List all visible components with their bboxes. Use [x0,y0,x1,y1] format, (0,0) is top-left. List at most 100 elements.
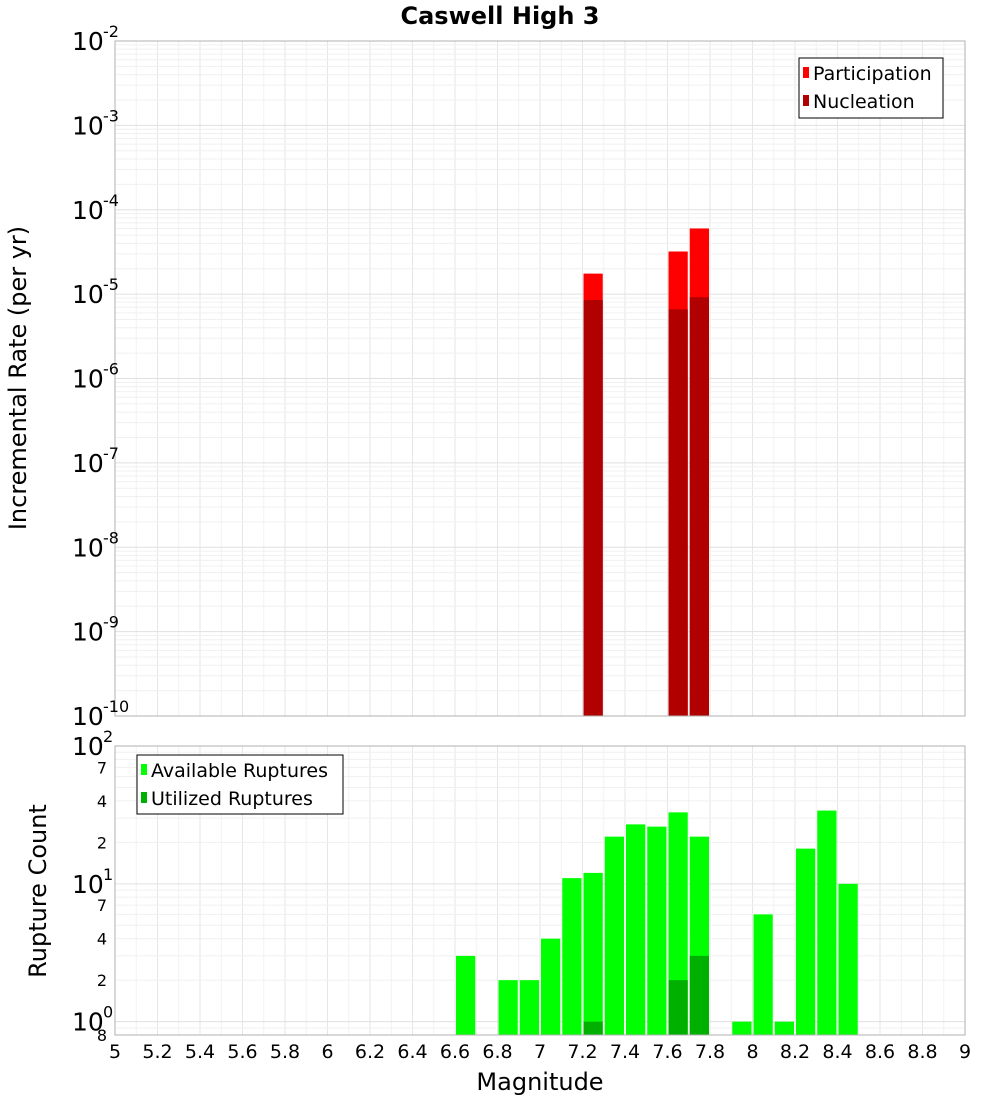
x-tick-label: 6.2 [355,1041,385,1063]
rate-y-tick: 10 -9 [72,613,119,647]
count-bar [817,810,837,1035]
count-legend-box [136,754,344,815]
count-bar [689,955,709,1035]
rate-y-tick-base: 10 [72,618,104,647]
rate-y-tick: 10 -6 [72,360,119,394]
count-bar [562,878,582,1035]
x-tick-label: 8.6 [865,1041,895,1063]
count-bar [796,848,816,1035]
rate-y-tick: 10 -3 [72,106,119,140]
rate-y-tick-base: 10 [72,111,104,140]
count-bar [753,914,773,1035]
count-bar [838,883,858,1035]
rate-grid [114,40,966,717]
rate-plot-border [114,40,966,717]
count-y-tick-base: 10 [72,1008,104,1037]
rate-legend: Participation Nucleation [798,57,944,119]
count-bar [604,836,624,1035]
x-tick-label: 6.6 [440,1041,470,1063]
legend-label-utilized: Utilized Ruptures [151,788,313,810]
rate-y-tick-exponent: -9 [103,613,119,632]
rate-y-tick: 10 -8 [72,528,119,562]
count-bar [519,980,539,1035]
rate-y-tick-exponent: -7 [103,444,119,463]
x-axis-label: Magnitude [476,1068,603,1096]
rate-bars [583,228,709,716]
count-bar [668,980,688,1035]
x-tick-label: 6.8 [482,1041,512,1063]
count-bar [541,938,561,1035]
rate-y-tick-base: 10 [72,280,104,309]
count-bars [456,810,858,1035]
count-bar [668,812,688,1035]
count-y-tick-exponent: 0 [103,1003,113,1022]
legend-swatch-nucleation [803,95,809,106]
legend-swatch-available [141,764,147,775]
chart-title: Caswell High 3 [401,2,600,30]
x-tick-label: 7.2 [567,1041,597,1063]
count-y-minor-tick-label: 4 [97,792,107,811]
rate-y-tick-exponent: -8 [103,528,119,547]
count-bar [647,826,667,1035]
x-tick-label: 5.4 [185,1041,215,1063]
rate-bar [668,309,688,716]
rate-y-tick-exponent: -2 [103,22,119,41]
x-tick-label: 8 [746,1041,758,1063]
rate-y-tick: 10 -7 [72,444,119,478]
rate-y-tick-base: 10 [72,365,104,394]
count-y-tick-base: 10 [72,870,104,899]
rate-y-tick-exponent: -5 [103,275,119,294]
rate-y-tick-base: 10 [72,533,104,562]
rate-y-tick-base: 10 [72,449,104,478]
count-bar [456,955,476,1035]
rate-y-tick-base: 10 [72,196,104,225]
x-tick-label: 6 [321,1041,333,1063]
count-y-minor-tick-label: 4 [97,930,107,949]
rate-y-tick-exponent: -10 [103,697,129,716]
x-tick-label: 9 [959,1041,971,1063]
legend-label-nucleation: Nucleation [813,91,915,113]
x-tick-label: 7.8 [695,1041,725,1063]
count-x-ticks: 5 5.2 5.4 5.6 5.8 6 6.2 6.4 6.6 6.8 7 7.2 7.4 7.6 7.8 8… [109,1041,971,1063]
x-tick-label: 8.2 [780,1041,810,1063]
count-y-tick: 10 1 [72,865,113,899]
count-bar [732,1021,752,1035]
count-y-tick: 10 0 [72,1003,113,1037]
count-y-minor-tick-label: 2 [97,971,107,990]
x-tick-label: 5.6 [227,1041,257,1063]
rate-bar [689,297,709,716]
rate-bar [583,300,603,716]
x-tick-label: 8.4 [822,1041,852,1063]
count-plot-border [114,745,966,1036]
x-tick-label: 5 [109,1041,121,1063]
count-bar [583,1021,603,1035]
rate-y-tick-base: 10 [72,702,104,731]
count-bar [583,872,603,1035]
x-tick-label: 5.8 [270,1041,300,1063]
rate-y-tick: 10 -2 [72,22,119,56]
x-tick-label: 7.6 [652,1041,682,1063]
count-y-tick: 10 2 [72,727,113,761]
rate-y-tick-exponent: -6 [103,360,119,379]
rate-y-tick-exponent: -3 [103,106,119,125]
rate-legend-box [798,57,944,119]
rate-y-tick: 10 -5 [72,275,119,309]
count-y-minor-tick-label: 7 [97,758,107,777]
count-y-tick-exponent: 1 [103,865,113,884]
count-y-minor-tick-label: 2 [97,833,107,852]
legend-swatch-participation [803,67,809,78]
count-y-tick-exponent: 2 [103,727,113,746]
rate-y-tick: 10 -10 [72,697,129,731]
count-bar [498,980,518,1035]
count-y-tick-base: 10 [72,732,104,761]
x-tick-label: 7 [534,1041,546,1063]
rate-y-axis-label: Incremental Rate (per yr) [4,226,32,530]
legend-swatch-utilized [141,792,147,803]
x-tick-label: 5.2 [142,1041,172,1063]
legend-label-available: Available Ruptures [151,760,328,782]
